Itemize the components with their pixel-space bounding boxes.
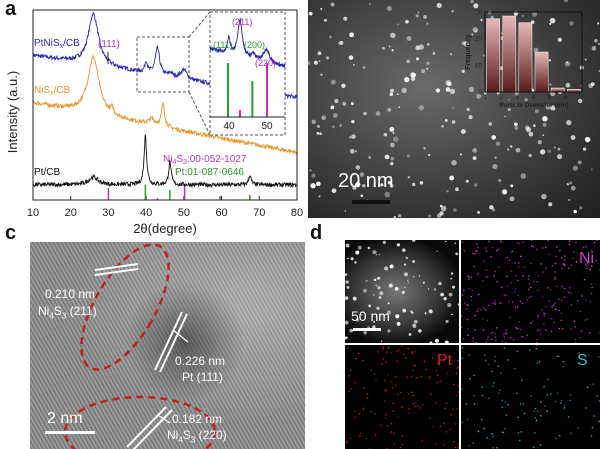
series-line [32,54,297,155]
histogram-bar [550,87,565,93]
scale-label-c: 2 nm [47,410,83,427]
map-label-s: S [577,352,588,369]
plot-frame [32,9,298,201]
x-tick-label: 50 [178,207,190,219]
reference-label-ni4s3: Ni4S3:00-052-1027 [163,154,247,166]
annotation-111: (111) [98,39,120,50]
hist-x-tick-label: 7 [580,94,584,101]
x-tick-label: 60 [215,207,227,219]
phase-label: Pt (111) [182,370,223,384]
hist-x-label: Particle Diameter (nm) [500,102,569,109]
d-spacing-label: 0.210 nm [45,287,96,301]
scale-bar-b [352,200,390,204]
series-label-nisx: NiSx/CB [34,85,71,97]
tem-image-b: 1 2 3 4 5 6 7 0 10 20 30 Frequency Particle Diamet… [308,0,600,218]
hist-x-tick-label: 2 [499,94,503,101]
hist-x-tick-label: 3 [516,94,520,101]
inset-annotation: (220) [255,58,276,68]
histogram-bar [534,51,549,93]
region-outline [63,395,217,449]
region-outline [80,243,170,371]
x-tick-label: 30 [102,207,114,219]
map-label-pt: Pt [437,352,453,369]
hist-x-tick-label: 1 [483,94,487,101]
histogram-bar [486,18,500,93]
map-pt [345,345,459,449]
x-tick-label: 80 [291,207,303,219]
x-tick-label: 20 [65,207,77,219]
inset-annotation: (111) [213,40,233,50]
panel-label-c: c [5,222,17,244]
hist-y-tick-label: 0 [478,89,482,96]
x-axis-label: 2θ(degree) [133,221,197,236]
scale-label-d: 50 nm [351,308,390,324]
hist-y-tick-label: 10 [475,62,483,69]
series-label-ptnisx: PtNiSx/CB [34,38,80,50]
phase-label: Ni4S3 (220) [167,428,227,445]
histogram-bar [502,15,517,93]
zoom-region-box [136,36,190,93]
eds-mapping-d: 50 nm Ni Pt S [345,240,600,449]
map-label-ni: Ni [579,250,595,267]
histogram-inset: 1 2 3 4 5 6 7 0 10 20 30 Frequency Particle Diamet… [465,9,584,109]
inset-tick-label: 50 [261,121,273,132]
scale-label-b: 20 nm [338,170,394,192]
panel-label-a: a [5,0,17,20]
d-spacing-label: 0.226 nm [175,354,226,368]
inset-tick-label: 40 [223,121,235,132]
x-tick-label: 40 [140,207,152,219]
xrd-inset: 40 50 (111) (211) (200) (220) [209,11,286,136]
hist-y-label: Frequency [465,34,472,70]
hist-y-tick-label: 30 [475,9,483,16]
hist-x-tick-label: 5 [548,94,552,101]
y-axis-label: Intensity (a.u.) [5,71,20,153]
phase-label: Ni4S3 (211) [38,304,97,321]
x-tick-label: 10 [27,207,39,219]
x-tick-label: 70 [253,207,265,219]
panel-label-d: d [310,222,323,244]
haadf-image [345,240,459,343]
hrtem-image-c: 0.210 nm Ni4S3 (211) 0.226 nm Pt (111) 0… [30,242,305,449]
series-line [32,134,298,189]
inset-series-line [209,17,286,69]
hist-y-tick-label: 20 [475,36,483,43]
hist-x-tick-label: 4 [532,94,536,101]
inset-annotation: (211) [232,17,252,27]
histogram-bar [518,22,533,93]
scale-bar-c [45,431,95,434]
d-spacing-label: 0.182 nm [172,412,223,426]
map-s [461,345,600,449]
scale-bar-d [353,328,381,331]
hist-x-tick-label: 6 [564,94,568,101]
reference-label-pt: Pt:01-087-0646 [175,167,244,178]
inset-annotation: (200) [244,40,265,50]
series-label-ptcb: Pt/CB [34,167,60,178]
xrd-chart: 10 20 30 40 50 60 70 80 Intensity (a.u.) 2θ(deg… [5,9,303,236]
map-ni [461,240,600,343]
